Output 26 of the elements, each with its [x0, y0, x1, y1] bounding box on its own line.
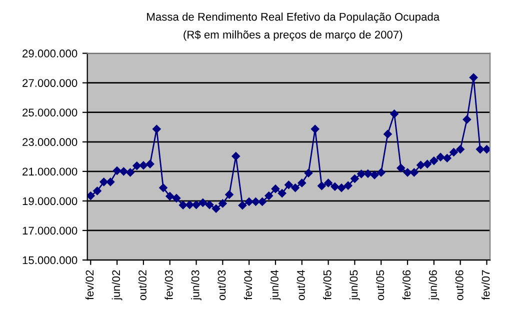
- x-tick-label: jun/03: [191, 270, 202, 300]
- x-tick-label: out/03: [218, 270, 226, 300]
- y-tick-label: 23.000.000: [22, 138, 78, 146]
- x-tick-label: jun/02: [112, 270, 122, 300]
- x-tick-label: out/04: [296, 270, 305, 300]
- chart-title: Massa de Rendimento Real Efetivo da População Ocupada: [147, 12, 440, 23]
- x-tick-label: fev/05: [323, 270, 332, 300]
- x-tick-label: out/06: [455, 270, 464, 300]
- y-tick-label: 25.000.000: [22, 108, 78, 116]
- y-tick-label: 21.000.000: [22, 168, 78, 176]
- y-tick-label: 15.000.000: [22, 256, 78, 264]
- y-tick-label: 29.000.000: [22, 50, 78, 58]
- x-tick-label: jun/06: [428, 270, 440, 300]
- y-tick-label: 19.000.000: [22, 197, 78, 206]
- x-tick-label: out/02: [138, 270, 146, 300]
- x-tick-label: fev/04: [244, 270, 252, 300]
- x-tick-label: jun/05: [350, 270, 360, 300]
- x-tick-label: jun/04: [270, 270, 281, 300]
- x-tick-label: fev/07: [482, 270, 490, 300]
- x-tick-label: fev/02: [85, 270, 94, 300]
- y-tick-label: 17.000.000: [22, 226, 78, 235]
- y-tick-label: 27.000.000: [22, 79, 78, 87]
- x-tick-label: out/05: [376, 270, 384, 300]
- x-tick-label: fev/03: [164, 270, 173, 300]
- chart-subtitle: (R$ em milhões a preços de março de 2007): [184, 30, 402, 41]
- x-tick-label: fev/06: [402, 270, 411, 300]
